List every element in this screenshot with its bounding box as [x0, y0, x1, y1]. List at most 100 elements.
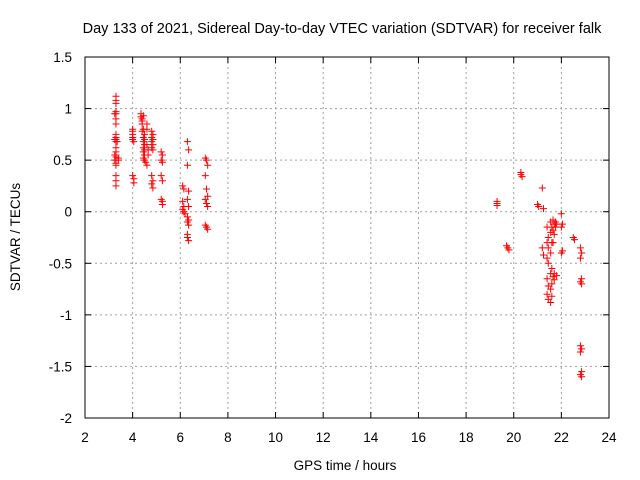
data-point: [185, 203, 193, 211]
data-point: [559, 220, 567, 228]
data-point: [538, 184, 546, 192]
data-point: [535, 203, 543, 211]
x-tick-label: 4: [129, 430, 137, 445]
x-tick-label: 6: [177, 430, 185, 445]
x-tick-label: 2: [81, 430, 89, 445]
data-point: [540, 251, 547, 259]
data-point: [148, 127, 156, 135]
data-point: [158, 158, 166, 166]
data-point: [578, 249, 586, 257]
plot-frame: [84, 56, 610, 419]
data-point: [548, 264, 556, 272]
y-tick-label: 1.5: [53, 50, 72, 65]
data-point: [578, 345, 586, 353]
data-point: [183, 161, 191, 169]
data-point: [543, 290, 551, 298]
x-tick-label: 24: [601, 430, 617, 445]
data-point: [557, 223, 565, 231]
data-point: [204, 161, 212, 169]
data-point: [549, 239, 557, 247]
data-point: [183, 138, 191, 146]
x-tick-label: 22: [554, 430, 569, 445]
y-tick-label: 0.5: [53, 153, 72, 168]
data-point: [553, 272, 561, 280]
data-point: [129, 172, 137, 180]
chart-title: Day 133 of 2021, Sidereal Day-to-day VTE…: [83, 21, 602, 37]
data-point: [550, 276, 558, 284]
data-point: [144, 151, 152, 159]
y-tick-label: -1.5: [49, 359, 72, 374]
x-tick-label: 12: [316, 430, 331, 445]
data-point: [143, 141, 151, 149]
data-point: [548, 292, 556, 300]
y-tick-label: -2: [60, 411, 72, 426]
data-point: [493, 202, 501, 210]
data-point: [179, 197, 187, 205]
axis-ticks: [84, 56, 610, 419]
data-point: [204, 203, 212, 211]
data-point: [185, 237, 193, 245]
data-point: [553, 220, 561, 228]
data-point: [518, 173, 526, 181]
data-point: [505, 246, 513, 254]
data-point: [149, 184, 157, 192]
data-point: [158, 151, 166, 159]
data-point: [139, 112, 147, 120]
data-point: [149, 177, 157, 185]
data-point: [158, 177, 166, 185]
x-tick-label: 8: [224, 430, 232, 445]
data-point: [148, 180, 156, 188]
y-tick-labels: -2 -1.5 -1 -0.5 0 0.5 1 1.5: [49, 50, 72, 426]
data-point: [180, 185, 188, 193]
data-point: [112, 182, 120, 190]
data-point: [185, 187, 193, 195]
data-point: [185, 146, 193, 154]
x-axis-label: GPS time / hours: [294, 458, 397, 473]
data-point: [130, 138, 138, 146]
data-point: [113, 138, 121, 146]
data-point: [112, 120, 120, 128]
data-point: [149, 146, 157, 154]
grid-lines: [85, 57, 609, 418]
data-point: [204, 225, 212, 233]
data-point: [142, 158, 150, 166]
data-point: [139, 148, 147, 156]
data-point: [544, 259, 552, 267]
data-point: [549, 273, 557, 281]
data-point: [547, 249, 555, 257]
data-point: [538, 244, 546, 252]
data-point: [202, 199, 210, 207]
data-point: [548, 280, 556, 288]
data-point: [157, 148, 165, 156]
x-tick-label: 20: [506, 430, 521, 445]
data-point: [202, 156, 210, 164]
data-point: [201, 195, 209, 203]
data-point: [557, 210, 565, 218]
data-point: [547, 298, 555, 306]
y-axis-label: SDTVAR / TECUs: [8, 183, 23, 292]
x-tick-labels: 2 4 6 8 10 12 14 16 18 20 22 24: [81, 430, 617, 445]
data-point: [183, 234, 191, 241]
data-point: [158, 200, 166, 208]
y-tick-label: -0.5: [49, 256, 72, 271]
data-point: [576, 342, 584, 350]
data-point: [578, 373, 586, 381]
data-point: [543, 275, 551, 283]
x-tick-label: 10: [268, 430, 283, 445]
data-point: [130, 179, 138, 187]
data-point: [202, 185, 210, 193]
data-point: [557, 249, 565, 257]
data-point: [157, 172, 165, 180]
data-point: [148, 172, 156, 180]
data-point: [183, 218, 191, 226]
data-point: [111, 110, 119, 118]
data-point: [183, 195, 191, 203]
x-tick-label: 14: [363, 430, 379, 445]
data-point: [547, 285, 555, 293]
data-point: [576, 254, 584, 262]
data-point: [143, 161, 151, 169]
y-tick-label: 1: [64, 102, 72, 117]
y-tick-label: -1: [60, 308, 72, 323]
y-tick-label: 0: [64, 205, 72, 220]
